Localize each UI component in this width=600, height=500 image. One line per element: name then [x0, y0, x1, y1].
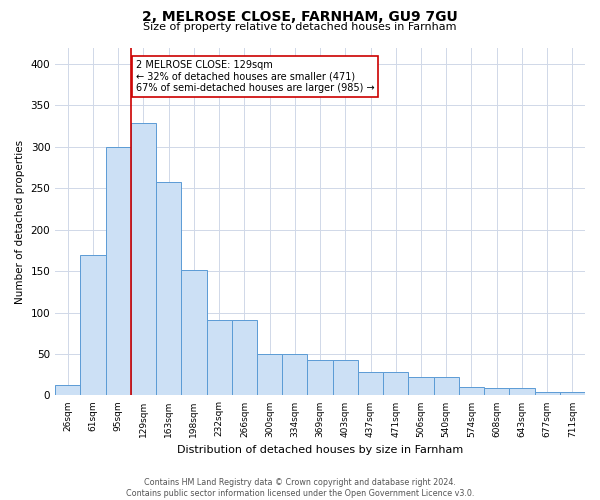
- Bar: [80, 254, 106, 396]
- Bar: [409, 377, 434, 396]
- Bar: [383, 372, 409, 396]
- Bar: [156, 182, 181, 396]
- Bar: [358, 372, 383, 396]
- Text: Contains HM Land Registry data © Crown copyright and database right 2024.
Contai: Contains HM Land Registry data © Crown c…: [126, 478, 474, 498]
- Bar: [560, 392, 585, 396]
- Bar: [257, 354, 282, 396]
- Bar: [307, 360, 332, 396]
- Bar: [106, 147, 131, 396]
- Bar: [131, 123, 156, 396]
- Bar: [282, 354, 307, 396]
- Bar: [459, 387, 484, 396]
- Bar: [232, 320, 257, 396]
- Bar: [509, 388, 535, 396]
- Bar: [535, 392, 560, 396]
- Text: 2 MELROSE CLOSE: 129sqm
← 32% of detached houses are smaller (471)
67% of semi-d: 2 MELROSE CLOSE: 129sqm ← 32% of detache…: [136, 60, 374, 93]
- Y-axis label: Number of detached properties: Number of detached properties: [15, 140, 25, 304]
- Bar: [332, 360, 358, 396]
- Bar: [484, 388, 509, 396]
- Bar: [55, 384, 80, 396]
- Bar: [181, 270, 206, 396]
- Bar: [434, 377, 459, 396]
- X-axis label: Distribution of detached houses by size in Farnham: Distribution of detached houses by size …: [177, 445, 463, 455]
- Bar: [206, 320, 232, 396]
- Text: 2, MELROSE CLOSE, FARNHAM, GU9 7GU: 2, MELROSE CLOSE, FARNHAM, GU9 7GU: [142, 10, 458, 24]
- Text: Size of property relative to detached houses in Farnham: Size of property relative to detached ho…: [143, 22, 457, 32]
